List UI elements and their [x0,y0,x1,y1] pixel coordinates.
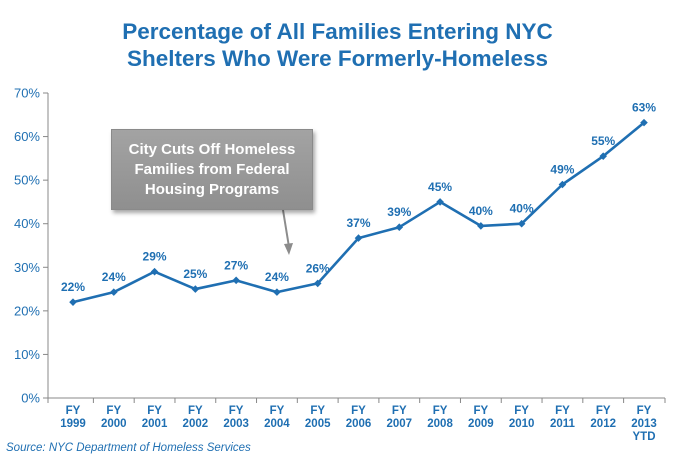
data-point-10 [477,222,485,230]
data-point-0 [69,298,77,306]
data-point-1 [109,288,118,296]
data-label-11: 40% [510,202,534,216]
data-point-2 [150,267,159,276]
x-tick-label-14: FY 2013 YTD [631,405,657,443]
y-tick-label-1: 10% [14,347,40,362]
x-tick-label-9: FY 2008 [427,405,453,430]
x-tick-label-5: FY 2004 [264,405,290,430]
chart-title-line-2: Shelters Who Were Formerly-Homeless [127,46,548,71]
callout-arrow-head [284,243,293,255]
data-label-1: 24% [102,270,126,284]
data-label-10: 40% [469,204,493,218]
x-tick-label-11: FY 2010 [509,405,535,430]
x-tick-label-2: FY 2001 [142,405,168,430]
callout-line-1: City Cuts Off Homeless [128,140,296,158]
callout-box: City Cuts Off Homeless Families from Fed… [111,129,313,210]
x-tick-label-13: FY 2012 [590,405,616,430]
x-tick-label-12: FY 2011 [550,405,576,430]
data-point-12 [558,180,567,189]
callout-arrow-line [282,209,290,248]
x-tick-label-0: FY 1999 [60,405,86,430]
data-point-8 [395,223,404,231]
x-tick-label-4: FY 2003 [223,405,249,430]
callout-line-3: Housing Programs [144,180,280,198]
y-tick-label-5: 50% [14,173,40,188]
x-tick-label-10: FY 2009 [468,405,494,430]
data-label-12: 49% [550,163,574,177]
chart-title: Percentage of All Families Entering NYC … [0,18,675,72]
data-point-11 [517,219,526,228]
data-point-3 [191,285,200,293]
data-label-7: 37% [346,216,370,230]
data-point-4 [232,276,240,285]
data-point-7 [354,234,363,242]
data-label-5: 24% [265,270,289,284]
y-tick-label-2: 20% [14,303,40,318]
data-label-14: 63% [632,101,656,115]
data-label-2: 29% [143,250,167,264]
source-note: Source: NYC Department of Homeless Servi… [6,442,251,454]
data-label-8: 39% [387,205,411,219]
data-point-6 [313,279,322,288]
x-tick-label-7: FY 2006 [346,405,372,430]
data-label-3: 25% [183,267,207,281]
callout-line-2: Families from Federal [134,160,290,178]
y-tick-label-0: 0% [21,391,40,406]
x-tick-label-1: FY 2000 [101,405,127,430]
y-tick-label-7: 70% [14,86,40,101]
data-label-13: 55% [591,134,615,148]
data-point-9 [436,198,444,206]
data-point-5 [273,288,281,296]
data-label-0: 22% [61,280,85,294]
x-tick-label-6: FY 2005 [305,405,331,430]
data-label-4: 27% [224,258,248,272]
data-point-14 [640,118,648,127]
x-tick-label-8: FY 2007 [386,405,412,430]
x-tick-label-3: FY 2002 [183,405,209,430]
data-point-13 [599,152,608,160]
y-tick-label-4: 40% [14,216,40,231]
data-label-9: 45% [428,180,452,194]
y-tick-label-6: 60% [14,129,40,144]
y-tick-label-3: 30% [14,260,40,275]
data-label-6: 26% [306,261,330,275]
chart-title-line-1: Percentage of All Families Entering NYC [122,19,553,44]
